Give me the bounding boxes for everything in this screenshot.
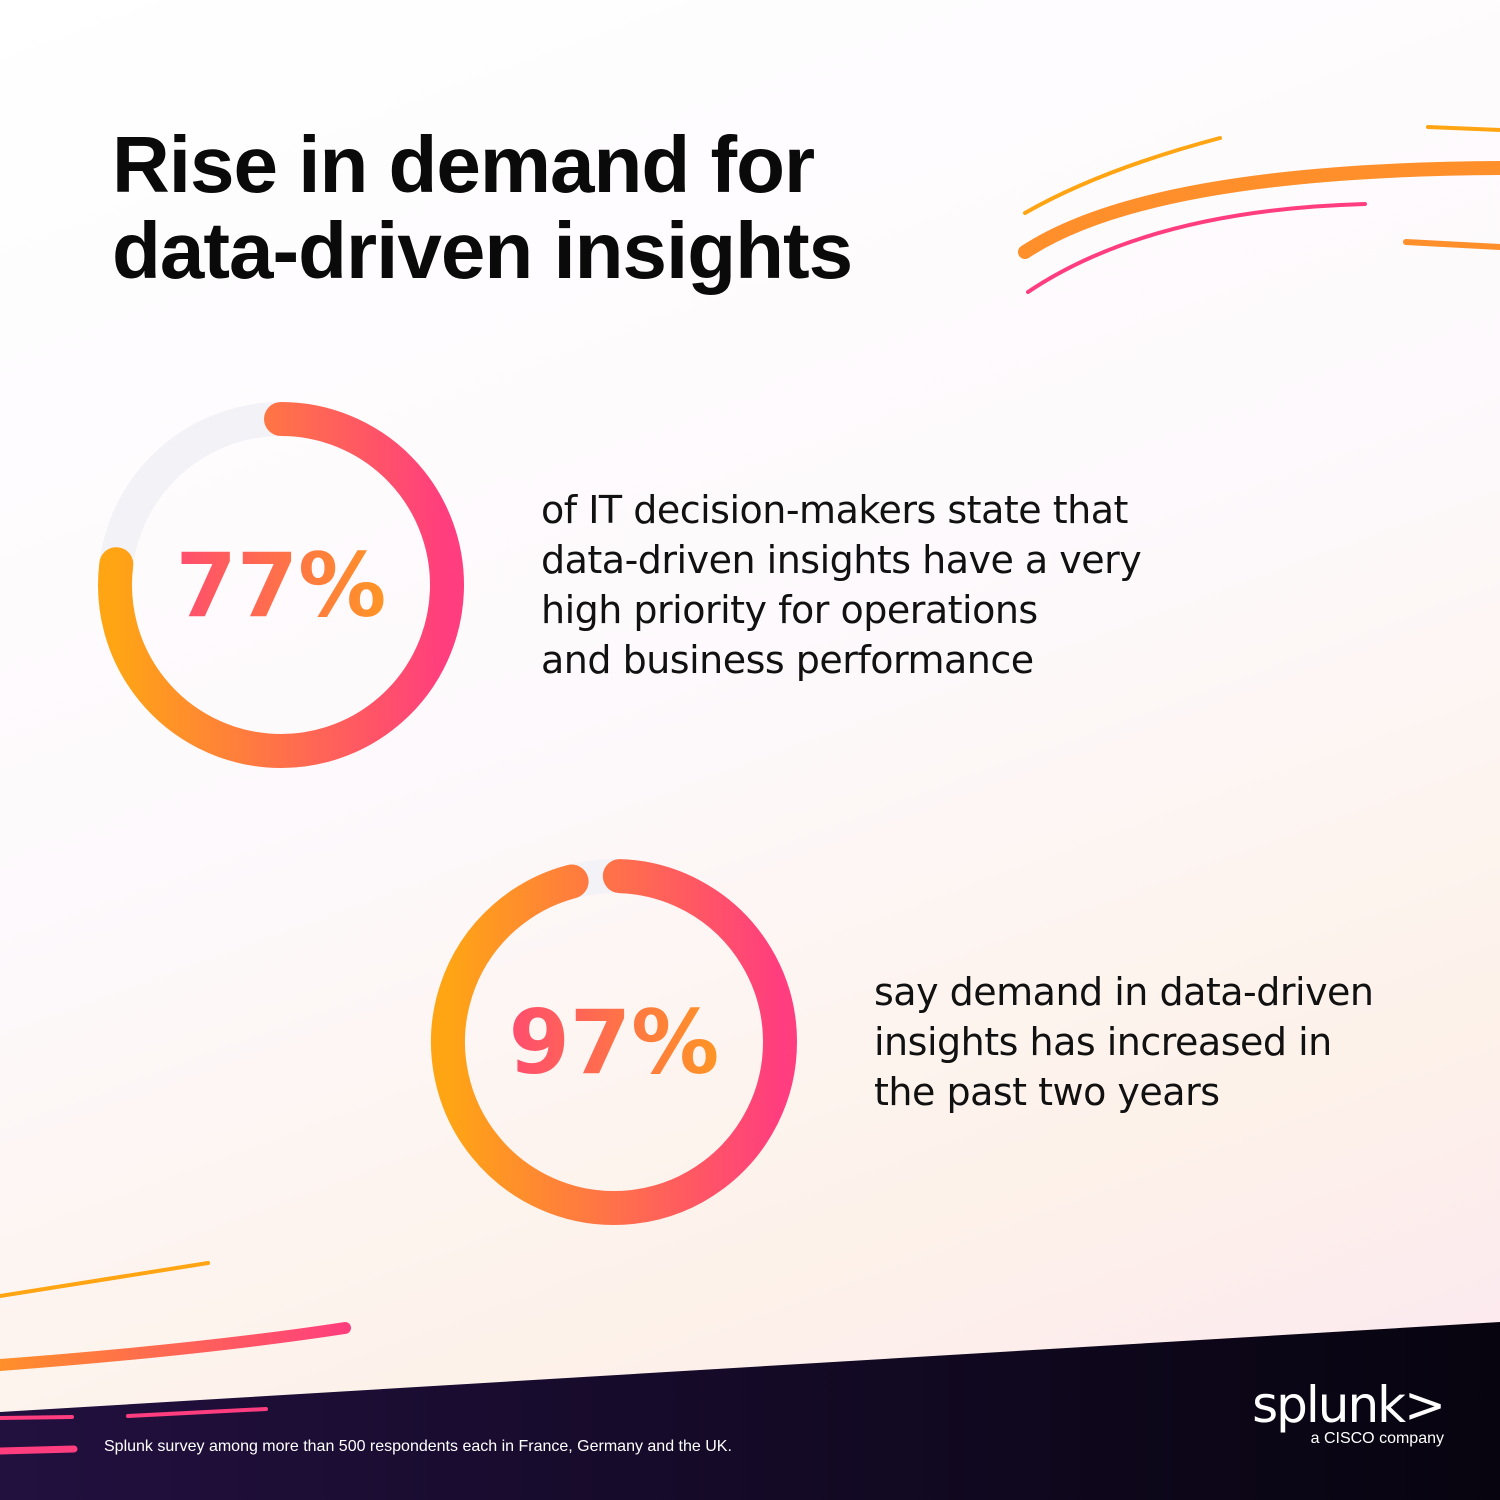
desc-line: of IT decision-makers state that xyxy=(541,488,1128,532)
page-title: Rise in demand for data-driven insights xyxy=(112,120,853,295)
desc-line: the past two years xyxy=(874,1070,1220,1114)
desc-line: insights has increased in xyxy=(874,1020,1332,1064)
desc-line: data-driven insights have a very xyxy=(541,538,1142,582)
desc-line: and business performance xyxy=(541,638,1034,682)
logo-wordmark: splunk> xyxy=(1252,1376,1446,1434)
donut-arc-97 xyxy=(431,859,797,1225)
stat-97-value: 97% xyxy=(464,991,764,1094)
stat-77-description: of IT decision-makers state that data-dr… xyxy=(541,485,1142,685)
donut-arc-77 xyxy=(98,402,464,768)
stat-77-value: 77% xyxy=(131,534,431,637)
desc-line: high priority for operations xyxy=(541,588,1038,632)
footnote: Splunk survey among more than 500 respon… xyxy=(104,1438,732,1455)
logo-tagline: a CISCO company xyxy=(1310,1430,1444,1447)
swoosh-top-right xyxy=(1018,125,1500,294)
splunk-logo: splunk> a CISCO company xyxy=(1252,1376,1446,1448)
title-line: data-driven insights xyxy=(112,206,853,295)
stat-97-description: say demand in data-driven insights has i… xyxy=(874,967,1374,1117)
desc-line: say demand in data-driven xyxy=(874,970,1374,1014)
footer-band xyxy=(0,1322,1500,1500)
footer-dashes xyxy=(0,1407,268,1455)
title-line: Rise in demand for xyxy=(112,120,815,209)
swoosh-bottom-left xyxy=(0,1261,351,1371)
